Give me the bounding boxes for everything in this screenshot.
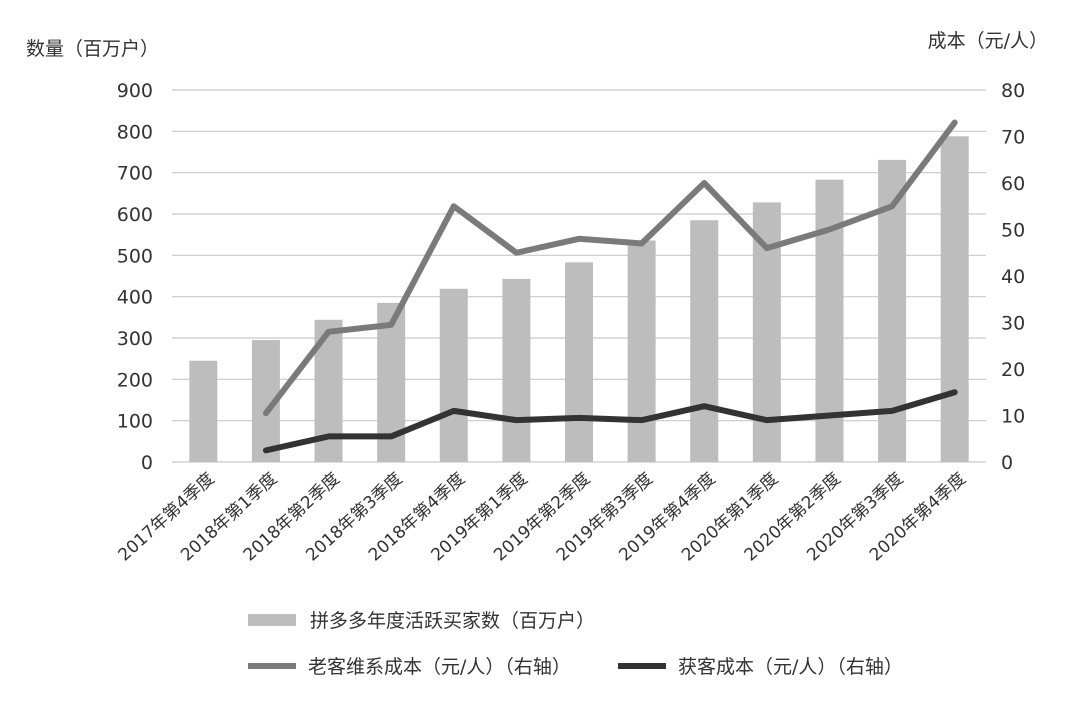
bar — [439, 288, 468, 462]
bar — [690, 220, 719, 462]
legend-swatch-line-dark — [618, 662, 666, 669]
bar-series — [189, 136, 969, 462]
y-tick-label-right: 40 — [1001, 266, 1025, 288]
y-tick-label-right: 30 — [1001, 313, 1025, 335]
y-tick-label-left: 500 — [117, 245, 153, 267]
y-tick-label-left: 600 — [117, 204, 153, 226]
chart: 数量（百万户） 成本（元/人） 900800700600500400300200… — [26, 30, 1048, 565]
bar — [502, 278, 531, 462]
y-tick-label-left: 400 — [117, 287, 153, 309]
y-tick-label-right: 60 — [1001, 173, 1025, 195]
line-acquisition-cost — [262, 389, 958, 454]
y-tick-label-left: 300 — [117, 328, 153, 350]
line-series — [262, 119, 958, 454]
y-tick-label-left: 0 — [141, 452, 153, 474]
bar — [189, 360, 218, 462]
legend-item-active-buyers: 拼多多年度活跃买家数（百万户） — [248, 606, 595, 633]
line-retention-cost — [262, 119, 958, 417]
legend-label-active-buyers: 拼多多年度活跃买家数（百万户） — [310, 610, 596, 632]
y-tick-label-right: 0 — [1001, 452, 1013, 474]
y-tick-label-right: 10 — [1001, 406, 1025, 428]
bar — [627, 240, 656, 462]
legend-item-acquisition-cost: 获客成本（元/人）（右轴） — [618, 652, 903, 679]
bar — [940, 136, 969, 462]
legend-label-acquisition-cost: 获客成本（元/人）（右轴） — [678, 656, 903, 678]
bar — [565, 262, 593, 462]
left-axis-title: 数量（百万户） — [26, 38, 159, 60]
legend-swatch-bar — [248, 613, 296, 626]
y-tick-label-left: 100 — [117, 411, 153, 433]
y-tick-label-left: 200 — [117, 369, 153, 391]
y-tick-label-right: 80 — [1001, 80, 1025, 102]
y-tick-label-left: 900 — [117, 80, 153, 102]
y-tick-label-left: 800 — [117, 121, 153, 143]
y-tick-label-right: 70 — [1001, 127, 1025, 149]
right-axis-title: 成本（元/人） — [928, 30, 1048, 52]
legend-item-retention-cost: 老客维系成本（元/人）（右轴） — [248, 652, 571, 679]
legend-label-retention-cost: 老客维系成本（元/人）（右轴） — [308, 656, 571, 678]
legend-swatch-line-gray — [248, 662, 296, 669]
y-tick-label-right: 20 — [1001, 359, 1025, 381]
y-tick-label-left: 700 — [117, 163, 153, 185]
y-tick-label-right: 50 — [1001, 220, 1025, 242]
